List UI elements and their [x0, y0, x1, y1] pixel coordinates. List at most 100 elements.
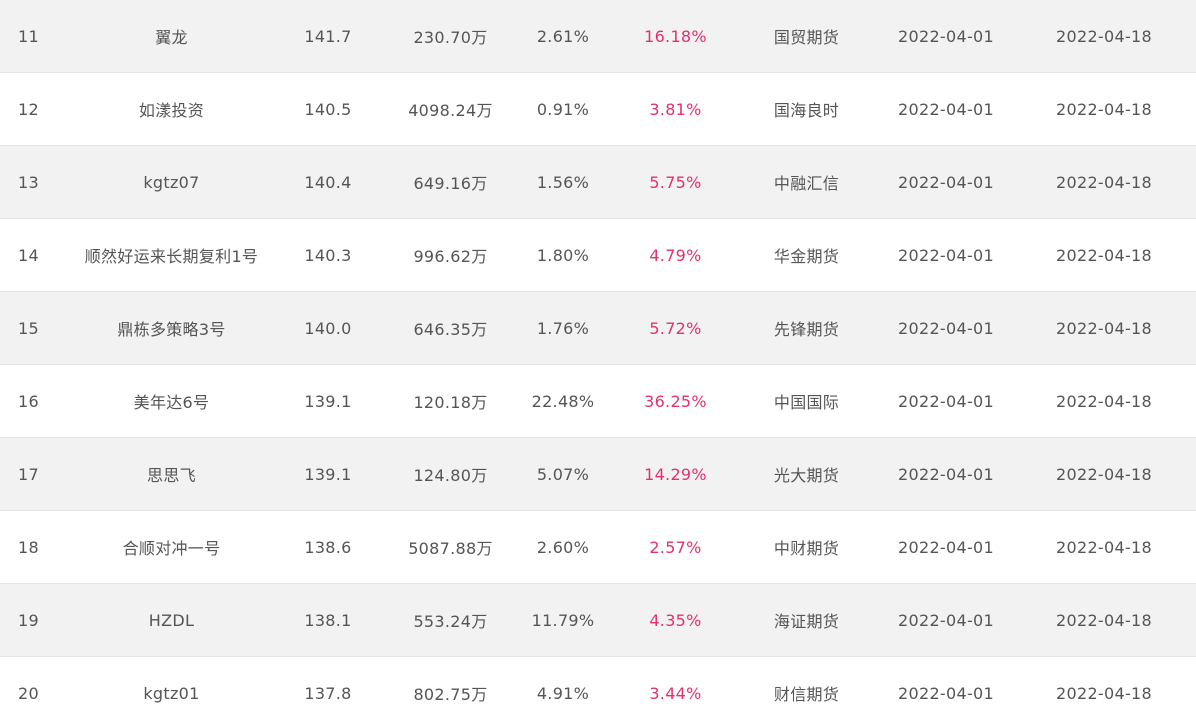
end-date-cell: 2022-04-18 [1012, 145, 1196, 219]
return-cell: 4.79% [618, 218, 733, 292]
rank-cell: 16 [0, 364, 80, 438]
broker-cell: 海证期货 [733, 583, 880, 657]
score-cell: 140.3 [263, 218, 393, 292]
rank-cell: 14 [0, 218, 80, 292]
rank-cell: 15 [0, 291, 80, 365]
return-cell: 4.35% [618, 583, 733, 657]
end-date-cell: 2022-04-18 [1012, 364, 1196, 438]
score-cell: 140.0 [263, 291, 393, 365]
broker-cell: 光大期货 [733, 437, 880, 511]
drawdown-cell: 2.61% [508, 0, 618, 73]
return-cell: 3.44% [618, 656, 733, 725]
scale-cell: 120.18万 [393, 364, 508, 438]
rank-cell: 18 [0, 510, 80, 584]
drawdown-cell: 2.60% [508, 510, 618, 584]
start-date-cell: 2022-04-01 [880, 364, 1012, 438]
table-row[interactable]: 20 kgtz01 137.8 802.75万 4.91% 3.44% 财信期货… [0, 656, 1196, 725]
scale-cell: 646.35万 [393, 291, 508, 365]
broker-cell: 中财期货 [733, 510, 880, 584]
score-cell: 138.1 [263, 583, 393, 657]
drawdown-cell: 22.48% [508, 364, 618, 438]
broker-cell: 国贸期货 [733, 0, 880, 73]
drawdown-cell: 5.07% [508, 437, 618, 511]
scale-cell: 230.70万 [393, 0, 508, 73]
product-name-cell: 美年达6号 [80, 364, 263, 438]
product-name-cell: 翼龙 [80, 0, 263, 73]
scale-cell: 996.62万 [393, 218, 508, 292]
broker-cell: 中国国际 [733, 364, 880, 438]
product-name-cell: 合顺对冲一号 [80, 510, 263, 584]
rank-cell: 19 [0, 583, 80, 657]
scale-cell: 124.80万 [393, 437, 508, 511]
score-cell: 140.5 [263, 72, 393, 146]
table-row[interactable]: 17 思思飞 139.1 124.80万 5.07% 14.29% 光大期货 2… [0, 437, 1196, 511]
score-cell: 141.7 [263, 0, 393, 73]
start-date-cell: 2022-04-01 [880, 583, 1012, 657]
product-name-cell: kgtz01 [80, 656, 263, 725]
broker-cell: 财信期货 [733, 656, 880, 725]
score-cell: 139.1 [263, 437, 393, 511]
drawdown-cell: 0.91% [508, 72, 618, 146]
table-row[interactable]: 16 美年达6号 139.1 120.18万 22.48% 36.25% 中国国… [0, 364, 1196, 438]
return-cell: 3.81% [618, 72, 733, 146]
return-cell: 16.18% [618, 0, 733, 73]
rank-cell: 11 [0, 0, 80, 73]
product-name-cell: kgtz07 [80, 145, 263, 219]
table-row[interactable]: 19 HZDL 138.1 553.24万 11.79% 4.35% 海证期货 … [0, 583, 1196, 657]
end-date-cell: 2022-04-18 [1012, 72, 1196, 146]
product-name-cell: 顺然好运来长期复利1号 [80, 218, 263, 292]
return-cell: 2.57% [618, 510, 733, 584]
table-row[interactable]: 14 顺然好运来长期复利1号 140.3 996.62万 1.80% 4.79%… [0, 218, 1196, 292]
return-cell: 36.25% [618, 364, 733, 438]
table-row[interactable]: 15 鼎栋多策略3号 140.0 646.35万 1.76% 5.72% 先锋期… [0, 291, 1196, 365]
scale-cell: 4098.24万 [393, 72, 508, 146]
end-date-cell: 2022-04-18 [1012, 291, 1196, 365]
drawdown-cell: 1.80% [508, 218, 618, 292]
rank-cell: 12 [0, 72, 80, 146]
rank-cell: 17 [0, 437, 80, 511]
score-cell: 139.1 [263, 364, 393, 438]
broker-cell: 中融汇信 [733, 145, 880, 219]
product-name-cell: HZDL [80, 583, 263, 657]
start-date-cell: 2022-04-01 [880, 218, 1012, 292]
end-date-cell: 2022-04-18 [1012, 218, 1196, 292]
start-date-cell: 2022-04-01 [880, 0, 1012, 73]
score-cell: 138.6 [263, 510, 393, 584]
broker-cell: 华金期货 [733, 218, 880, 292]
start-date-cell: 2022-04-01 [880, 510, 1012, 584]
drawdown-cell: 4.91% [508, 656, 618, 725]
broker-cell: 先锋期货 [733, 291, 880, 365]
rank-cell: 20 [0, 656, 80, 725]
score-cell: 140.4 [263, 145, 393, 219]
drawdown-cell: 11.79% [508, 583, 618, 657]
table-row[interactable]: 11 翼龙 141.7 230.70万 2.61% 16.18% 国贸期货 20… [0, 0, 1196, 73]
end-date-cell: 2022-04-18 [1012, 437, 1196, 511]
table-row[interactable]: 12 如漾投资 140.5 4098.24万 0.91% 3.81% 国海良时 … [0, 72, 1196, 146]
product-name-cell: 鼎栋多策略3号 [80, 291, 263, 365]
drawdown-cell: 1.76% [508, 291, 618, 365]
table-row[interactable]: 13 kgtz07 140.4 649.16万 1.56% 5.75% 中融汇信… [0, 145, 1196, 219]
drawdown-cell: 1.56% [508, 145, 618, 219]
start-date-cell: 2022-04-01 [880, 656, 1012, 725]
broker-cell: 国海良时 [733, 72, 880, 146]
scale-cell: 5087.88万 [393, 510, 508, 584]
end-date-cell: 2022-04-18 [1012, 583, 1196, 657]
rank-cell: 13 [0, 145, 80, 219]
scale-cell: 649.16万 [393, 145, 508, 219]
start-date-cell: 2022-04-01 [880, 437, 1012, 511]
product-name-cell: 如漾投资 [80, 72, 263, 146]
table-row[interactable]: 18 合顺对冲一号 138.6 5087.88万 2.60% 2.57% 中财期… [0, 510, 1196, 584]
score-cell: 137.8 [263, 656, 393, 725]
end-date-cell: 2022-04-18 [1012, 656, 1196, 725]
product-name-cell: 思思飞 [80, 437, 263, 511]
end-date-cell: 2022-04-18 [1012, 510, 1196, 584]
scale-cell: 553.24万 [393, 583, 508, 657]
scale-cell: 802.75万 [393, 656, 508, 725]
start-date-cell: 2022-04-01 [880, 145, 1012, 219]
return-cell: 5.72% [618, 291, 733, 365]
return-cell: 5.75% [618, 145, 733, 219]
start-date-cell: 2022-04-01 [880, 291, 1012, 365]
end-date-cell: 2022-04-18 [1012, 0, 1196, 73]
return-cell: 14.29% [618, 437, 733, 511]
